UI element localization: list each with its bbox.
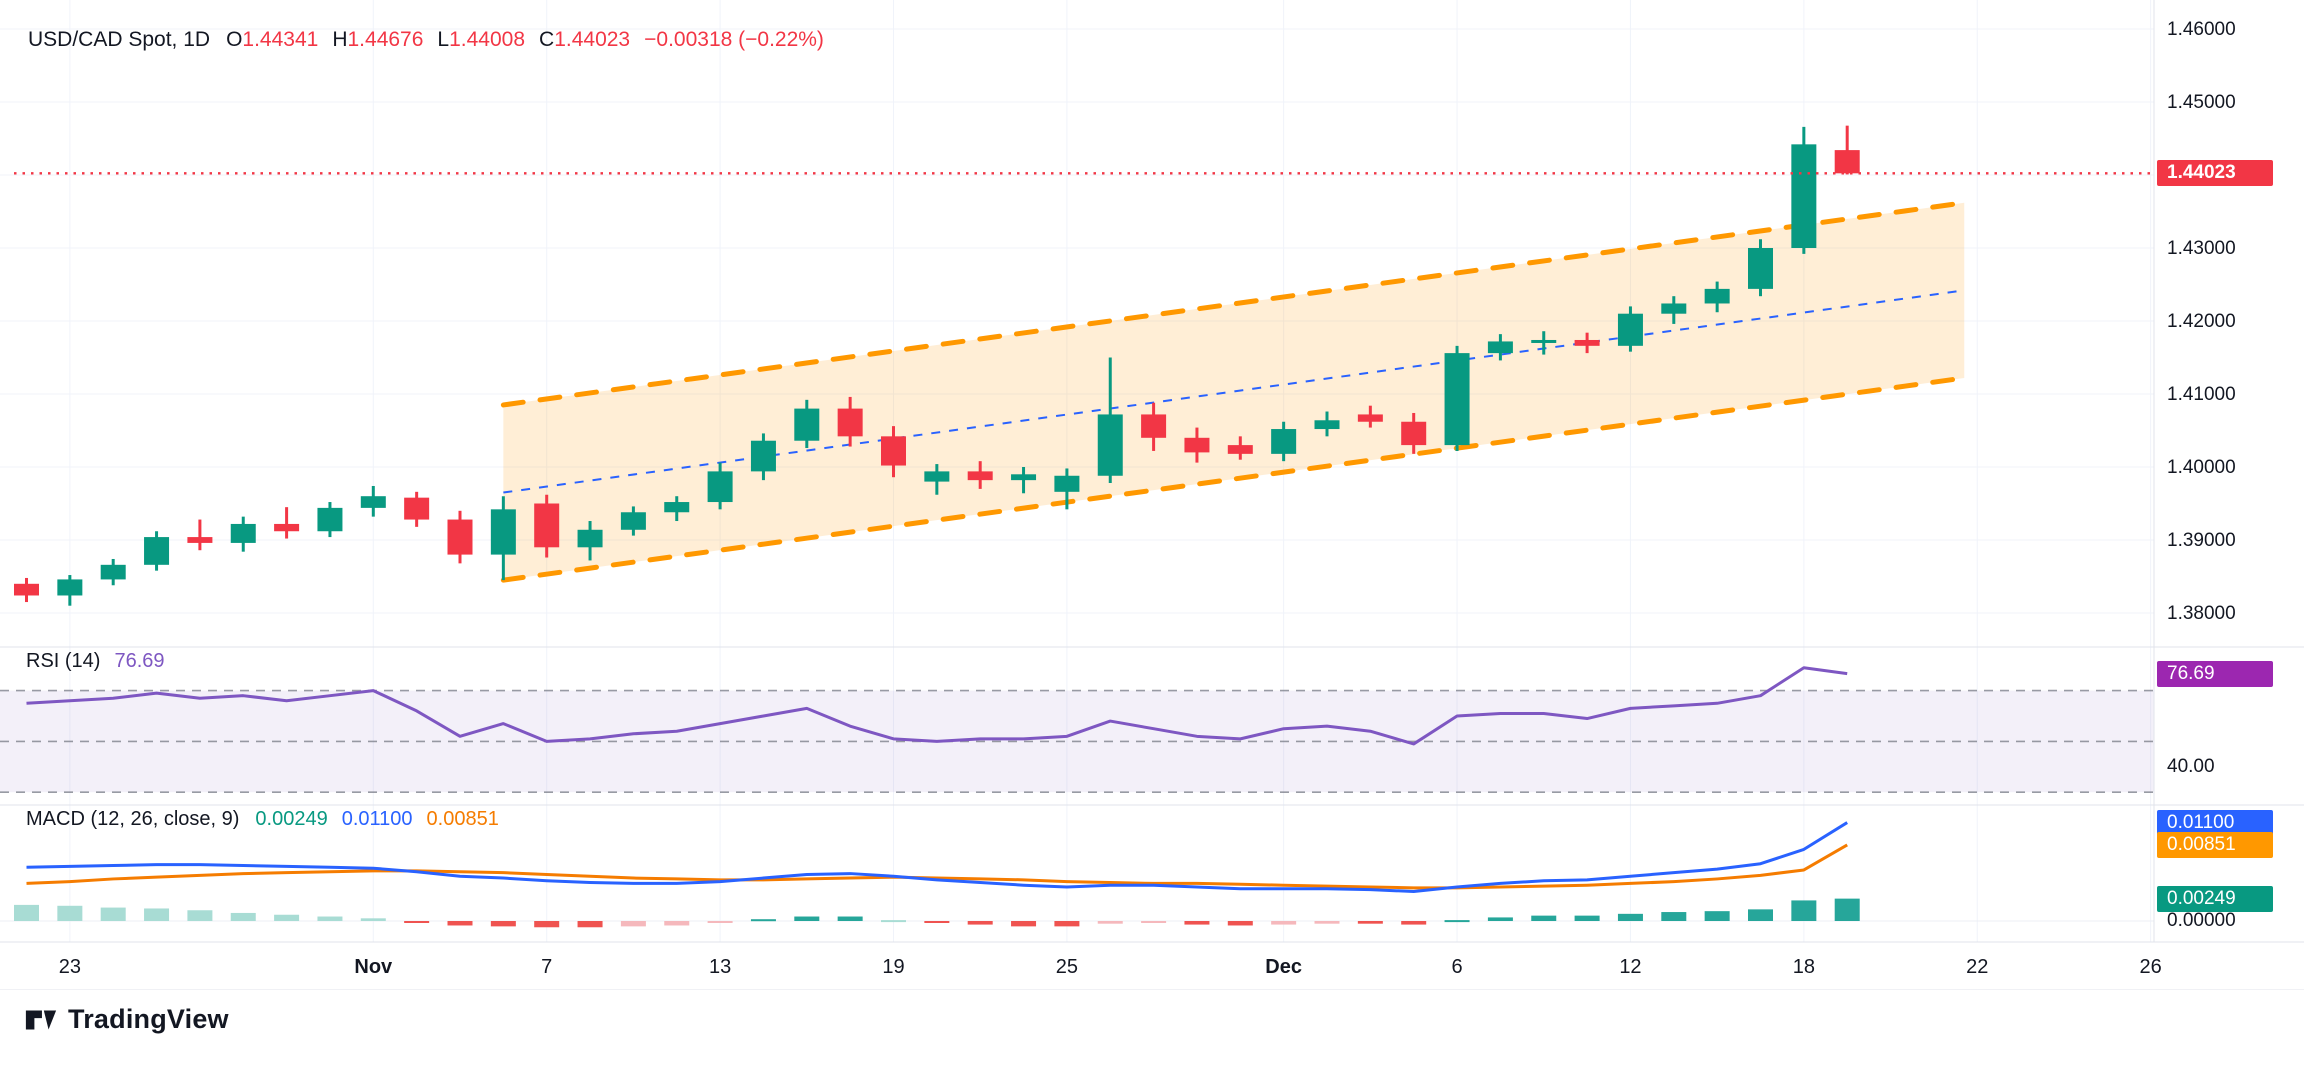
- channel-mid-line: [503, 289, 1965, 494]
- svg-text:1.46000: 1.46000: [2167, 19, 2236, 40]
- svg-text:6: 6: [1451, 956, 1462, 978]
- macd-title[interactable]: MACD (12, 26, close, 9): [26, 808, 240, 830]
- svg-text:22: 22: [1966, 956, 1988, 978]
- macd-hist-value: 0.00249: [255, 808, 328, 830]
- macd-signal-line: [26, 843, 1848, 890]
- channel-upper-line: [500, 200, 1967, 408]
- time-axis: 23 Nov 7 13 19 25 Dec 6 12 18 22 26: [59, 956, 2162, 978]
- svg-text:1.45000: 1.45000: [2167, 92, 2236, 113]
- macd-legend: MACD (12, 26, close, 9) 0.00249 0.01100 …: [26, 808, 513, 831]
- rsi-title[interactable]: RSI (14): [26, 650, 101, 672]
- low-value: 1.44008: [449, 28, 526, 51]
- price-axis: 1.38000 1.39000 1.40000 1.41000 1.42000 1.430…: [2167, 19, 2236, 624]
- svg-text:12: 12: [1619, 956, 1641, 978]
- tradingview-brand-link[interactable]: TradingView: [24, 1004, 229, 1035]
- svg-text:23: 23: [59, 956, 81, 978]
- low-label: L: [437, 28, 450, 51]
- last-price-badge: 1.44023: [2157, 160, 2273, 187]
- svg-text:18: 18: [1793, 956, 1815, 978]
- svg-text:25: 25: [1056, 956, 1078, 978]
- channel-fill: [503, 202, 1965, 581]
- svg-text:1.40000: 1.40000: [2167, 457, 2236, 478]
- svg-text:1.41000: 1.41000: [2167, 384, 2236, 405]
- change-value: −0.00318 (−0.22%): [644, 28, 824, 51]
- svg-text:7: 7: [541, 956, 552, 978]
- svg-text:1.38000: 1.38000: [2167, 603, 2236, 624]
- candles: [14, 125, 1860, 606]
- rsi-level-label: 40.00: [2167, 755, 2215, 777]
- macd-zero-label: 0.00000: [2167, 910, 2236, 931]
- svg-text:26: 26: [2140, 956, 2162, 978]
- symbol-title[interactable]: USD/CAD Spot, 1D: [28, 28, 211, 51]
- macd-line-value: 0.01100: [341, 808, 413, 830]
- tradingview-logo-icon: [25, 1010, 57, 1029]
- rsi-value: 76.69: [114, 650, 165, 672]
- macd-signal-value: 0.00851: [426, 808, 499, 830]
- symbol-legend: USD/CAD Spot, 1D O1.44341 H1.44676 L1.44…: [28, 28, 824, 52]
- rsi-legend: RSI (14) 76.69: [26, 650, 165, 673]
- macd-line: [26, 821, 1848, 893]
- chart-canvas[interactable]: 1.38000 1.39000 1.40000 1.41000 1.42000 1.430…: [0, 0, 2304, 991]
- svg-text:Dec: Dec: [1265, 956, 1302, 978]
- close-label: C: [539, 28, 555, 51]
- close-value: 1.44023: [554, 28, 631, 51]
- macd-hist-badge: 0.00249: [2157, 885, 2273, 912]
- svg-text:13: 13: [709, 956, 731, 978]
- open-value: 1.44341: [242, 28, 319, 51]
- brand-text: TradingView: [68, 1004, 229, 1034]
- high-label: H: [332, 28, 348, 51]
- svg-text:1.43000: 1.43000: [2167, 238, 2236, 259]
- svg-text:19: 19: [882, 956, 904, 978]
- open-label: O: [226, 28, 243, 51]
- channel-lower-line: [500, 375, 1967, 583]
- svg-text:Nov: Nov: [354, 956, 393, 978]
- svg-text:1.39000: 1.39000: [2167, 530, 2236, 551]
- macd-line-badge: 0.01100: [2157, 809, 2273, 836]
- macd-signal-badge: 0.00851: [2157, 831, 2273, 858]
- high-value: 1.44676: [347, 28, 424, 51]
- macd-histogram: [14, 898, 1860, 928]
- rsi-line: [26, 666, 1848, 746]
- svg-text:1.42000: 1.42000: [2167, 311, 2236, 332]
- rsi-badge: 76.69: [2157, 660, 2273, 687]
